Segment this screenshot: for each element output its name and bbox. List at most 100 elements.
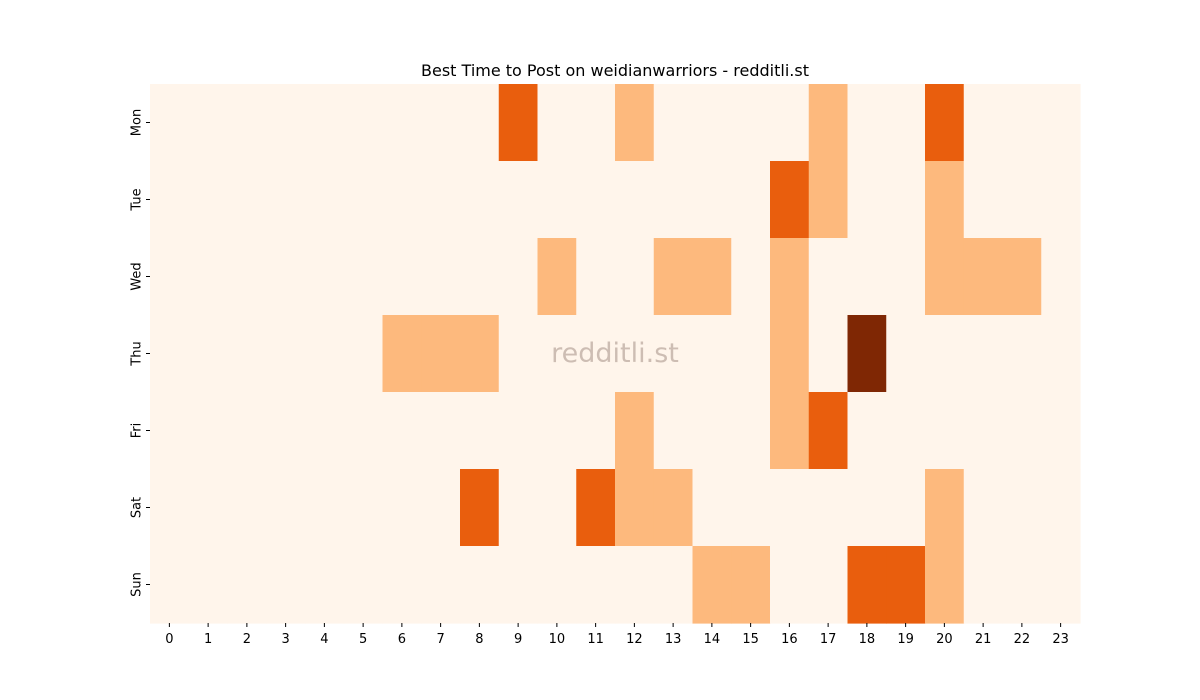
heatmap-cell-mon-18	[847, 84, 887, 162]
heatmap-cell-fri-13	[653, 392, 694, 470]
heatmap-cell-fri-1	[188, 392, 229, 470]
x-tick-label: 1	[204, 632, 212, 647]
heatmap-cell-thu-9	[498, 315, 539, 393]
heatmap-cell-sat-5	[343, 469, 384, 547]
heatmap-cell-fri-3	[266, 392, 306, 470]
heatmap-cell-mon-19	[886, 84, 926, 162]
y-tick-label: Tue	[130, 188, 145, 211]
heatmap-cell-sat-21	[963, 469, 1004, 547]
chart-title: Best Time to Post on weidianwarriors - r…	[421, 61, 809, 80]
x-tick-label: 3	[281, 632, 289, 647]
heatmap-cell-thu-13	[653, 315, 694, 393]
x-tick-label: 6	[398, 632, 406, 647]
heatmap-cell-wed-0	[150, 238, 190, 316]
heatmap-cell-wed-21	[963, 238, 1004, 316]
heatmap-cell-sun-15	[731, 546, 771, 624]
heatmap-cell-tue-8	[460, 161, 500, 239]
heatmap-cell-tue-5	[343, 161, 384, 239]
heatmap-cell-wed-14	[692, 238, 732, 316]
heatmap-cell-wed-10	[537, 238, 577, 316]
heatmap-cell-wed-15	[731, 238, 771, 316]
heatmap-cell-thu-4	[305, 315, 345, 393]
heatmap-cell-wed-4	[305, 238, 345, 316]
y-tick-label: Sat	[130, 497, 145, 518]
heatmap-cell-mon-13	[653, 84, 694, 162]
heatmap-cell-sun-16	[770, 546, 810, 624]
heatmap-cell-sat-2	[227, 469, 267, 547]
heatmap-cell-thu-16	[770, 315, 810, 393]
heatmap-cell-tue-3	[266, 161, 306, 239]
heatmap-cell-sun-18	[847, 546, 887, 624]
heatmap-cell-sun-4	[305, 546, 345, 624]
heatmap-cell-sat-4	[305, 469, 345, 547]
x-tick-label: 7	[436, 632, 444, 647]
x-tick-label: 13	[665, 632, 682, 647]
heatmap-cell-mon-9	[498, 84, 539, 162]
heatmap-cell-wed-3	[266, 238, 306, 316]
heatmap-cell-sat-15	[731, 469, 771, 547]
heatmap-cell-thu-23	[1041, 315, 1081, 393]
heatmap-cell-sat-9	[498, 469, 539, 547]
x-tick-label: 8	[475, 632, 483, 647]
heatmap-cell-wed-20	[925, 238, 965, 316]
heatmap-cell-tue-23	[1041, 161, 1081, 239]
heatmap-cell-wed-11	[576, 238, 616, 316]
heatmap-cell-mon-10	[537, 84, 577, 162]
heatmap-cell-mon-11	[576, 84, 616, 162]
heatmap-cell-fri-4	[305, 392, 345, 470]
heatmap-cell-tue-13	[653, 161, 694, 239]
heatmap-cell-sat-6	[382, 469, 422, 547]
heatmap-cell-fri-0	[150, 392, 190, 470]
heatmap-cell-sat-7	[421, 469, 461, 547]
heatmap-cell-sun-11	[576, 546, 616, 624]
heatmap-cell-mon-1	[188, 84, 229, 162]
heatmap-cell-fri-11	[576, 392, 616, 470]
heatmap-cell-sun-7	[421, 546, 461, 624]
x-tick-label: 12	[626, 632, 643, 647]
heatmap-cell-fri-15	[731, 392, 771, 470]
heatmap-cell-tue-9	[498, 161, 539, 239]
heatmap-cell-sun-0	[150, 546, 190, 624]
x-tick-label: 23	[1052, 632, 1069, 647]
x-tick-label: 9	[514, 632, 522, 647]
heatmap-cell-mon-14	[692, 84, 732, 162]
heatmap-cell-wed-1	[188, 238, 229, 316]
heatmap-cell-fri-10	[537, 392, 577, 470]
heatmap-cell-sat-16	[770, 469, 810, 547]
heatmap-cell-sat-13	[653, 469, 694, 547]
x-tick-label: 10	[549, 632, 566, 647]
heatmap-cell-mon-16	[770, 84, 810, 162]
y-tick-label: Fri	[130, 423, 145, 439]
heatmap-cell-wed-23	[1041, 238, 1081, 316]
heatmap-cell-wed-9	[498, 238, 539, 316]
heatmap-cell-thu-12	[615, 315, 655, 393]
heatmap-cell-sun-8	[460, 546, 500, 624]
heatmap-cell-thu-19	[886, 315, 926, 393]
heatmap-cell-sun-3	[266, 546, 306, 624]
x-tick-label: 19	[897, 632, 914, 647]
heatmap-cell-wed-6	[382, 238, 422, 316]
heatmap-cell-sat-19	[886, 469, 926, 547]
x-tick-label: 22	[1014, 632, 1031, 647]
heatmap-cell-fri-16	[770, 392, 810, 470]
heatmap-cell-wed-17	[808, 238, 849, 316]
heatmap-cell-mon-6	[382, 84, 422, 162]
heatmap-cell-mon-23	[1041, 84, 1081, 162]
heatmap-cell-wed-8	[460, 238, 500, 316]
heatmap-cell-sun-2	[227, 546, 267, 624]
heatmap-cell-mon-15	[731, 84, 771, 162]
x-tick-label: 20	[936, 632, 953, 647]
heatmap-cell-tue-12	[615, 161, 655, 239]
heatmap-cell-thu-7	[421, 315, 461, 393]
heatmap-cell-fri-8	[460, 392, 500, 470]
heatmap-cell-mon-8	[460, 84, 500, 162]
heatmap-cell-tue-2	[227, 161, 267, 239]
heatmap-cell-sat-8	[460, 469, 500, 547]
x-tick-label: 18	[859, 632, 876, 647]
heatmap-cell-wed-5	[343, 238, 384, 316]
heatmap-cell-thu-2	[227, 315, 267, 393]
heatmap-cell-tue-20	[925, 161, 965, 239]
heatmap-cell-sun-9	[498, 546, 539, 624]
heatmap-cell-mon-17	[808, 84, 849, 162]
heatmap-cell-sat-11	[576, 469, 616, 547]
